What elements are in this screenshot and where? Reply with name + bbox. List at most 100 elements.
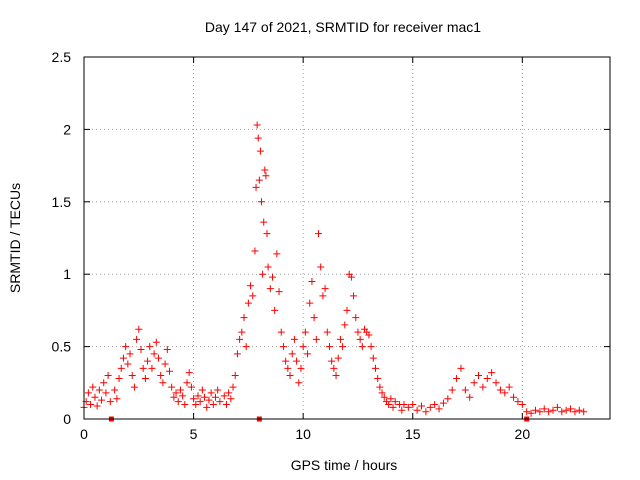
data-point — [185, 369, 193, 377]
data-point — [190, 395, 198, 403]
data-point — [201, 393, 209, 401]
data-point — [236, 335, 244, 343]
data-point — [203, 403, 211, 411]
data-point — [435, 405, 443, 413]
data-point — [571, 408, 579, 416]
data-point — [102, 389, 110, 397]
data-point — [545, 408, 553, 416]
data-point — [301, 328, 309, 336]
data-point — [387, 395, 395, 403]
data-point — [187, 383, 195, 391]
data-point — [233, 350, 241, 358]
data-point — [163, 345, 171, 353]
data-point — [273, 250, 281, 258]
data-point — [492, 379, 500, 387]
data-point — [505, 383, 513, 391]
data-point — [93, 402, 101, 410]
data-point — [229, 383, 237, 391]
data-point — [341, 321, 349, 329]
data-point — [376, 383, 384, 391]
data-point — [251, 247, 259, 255]
data-point — [549, 406, 557, 414]
data-point — [266, 285, 274, 293]
x-tick-label: 10 — [295, 426, 311, 442]
data-point — [139, 364, 147, 372]
data-point — [255, 176, 263, 184]
data-point — [263, 230, 271, 238]
data-point — [310, 314, 318, 322]
data-point — [479, 383, 487, 391]
data-point — [244, 299, 252, 307]
data-point — [466, 393, 474, 401]
y-tick-label: 2.5 — [52, 49, 72, 65]
data-point — [91, 393, 99, 401]
data-point — [282, 357, 290, 365]
data-point — [332, 372, 340, 380]
data-point — [510, 393, 518, 401]
data-point — [567, 405, 575, 413]
data-point — [181, 401, 189, 409]
chart-title: Day 147 of 2021, SRMTID for receiver mac… — [205, 19, 481, 35]
data-point — [315, 230, 323, 238]
data-point — [159, 379, 167, 387]
data-point — [258, 198, 266, 206]
x-tick-label: 5 — [190, 426, 198, 442]
data-point — [385, 401, 393, 409]
tick-layer: 0 5 10 15 20 0 0.5 1 1.5 2 2.5 — [52, 49, 610, 442]
data-point — [453, 374, 461, 382]
data-point — [111, 386, 119, 394]
data-point — [271, 306, 279, 314]
data-point — [343, 306, 351, 314]
data-point — [128, 372, 136, 380]
data-point — [562, 406, 570, 414]
data-point — [330, 364, 338, 372]
data-point — [352, 314, 360, 322]
data-point — [531, 406, 539, 414]
data-point — [179, 392, 187, 400]
data-point — [418, 402, 426, 410]
data-point — [358, 343, 366, 351]
data-point — [354, 328, 362, 336]
data-point — [527, 409, 535, 417]
data-point — [317, 263, 325, 271]
data-point — [216, 398, 224, 406]
data-point — [398, 406, 406, 414]
x-tick-label: 0 — [80, 426, 88, 442]
data-point — [580, 408, 588, 416]
data-point — [328, 357, 336, 365]
data-point — [323, 328, 331, 336]
data-point — [209, 401, 217, 409]
data-point — [299, 343, 307, 351]
data-point — [558, 408, 566, 416]
data-point — [288, 350, 296, 358]
data-point — [523, 408, 531, 416]
y-tick-label: 0.5 — [52, 339, 72, 355]
data-point — [339, 343, 347, 351]
points-layer — [80, 121, 588, 417]
data-point — [290, 335, 298, 343]
data-point — [350, 292, 358, 300]
data-point — [306, 299, 314, 307]
data-point — [501, 389, 509, 397]
data-point — [157, 372, 165, 380]
data-point — [367, 343, 375, 351]
data-point — [540, 405, 548, 413]
data-point — [100, 379, 108, 387]
data-point — [242, 343, 250, 351]
data-point — [196, 398, 204, 406]
data-point — [336, 335, 344, 343]
data-point — [365, 331, 373, 339]
data-point — [334, 354, 342, 362]
data-point — [295, 379, 303, 387]
data-point — [518, 401, 526, 409]
data-point — [319, 292, 327, 300]
data-point — [122, 343, 130, 351]
data-point — [439, 399, 447, 407]
data-point — [126, 350, 134, 358]
data-point — [514, 398, 522, 406]
data-point — [168, 383, 176, 391]
data-point — [161, 360, 169, 368]
x-tick-label: 20 — [515, 426, 531, 442]
data-point — [106, 398, 114, 406]
